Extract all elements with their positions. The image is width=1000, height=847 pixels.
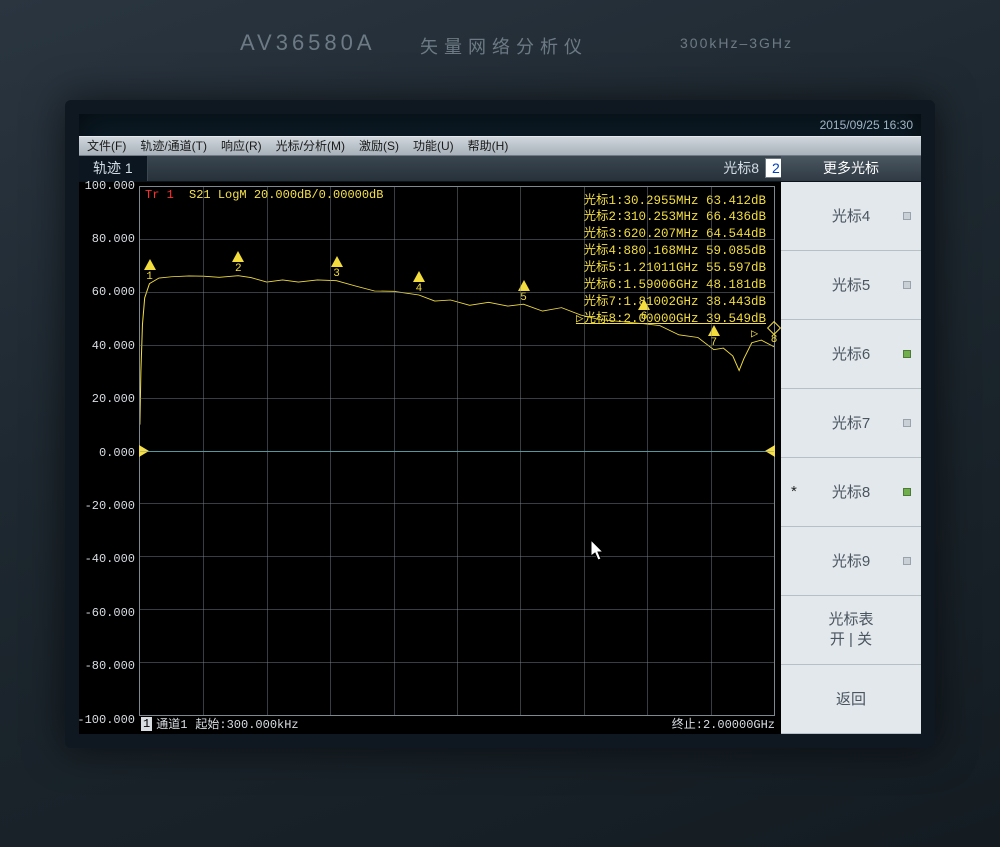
- plot-grid: 1234567▷8 光标1:30.2955MHz 63.412dB 光标2:31…: [139, 186, 775, 716]
- start-freq-label: 起始:300.000kHz: [195, 715, 298, 732]
- plot-statusbar: 1 通道1 起始:300.000kHz 终止:2.00000GHz: [141, 716, 775, 732]
- channel-label: 通道1: [156, 715, 187, 732]
- menu-function[interactable]: 功能(U): [413, 137, 454, 154]
- trace-mode: S21 LogM 20.000dB/0.00000dB: [189, 188, 383, 202]
- timestamp: 2015/09/25 16:30: [820, 118, 913, 132]
- led-icon: [903, 488, 911, 496]
- led-icon: [903, 212, 911, 220]
- marker-readout-table: 光标1:30.2955MHz 63.412dB 光标2:310.253MHz 6…: [576, 193, 766, 328]
- marker-8[interactable]: ▷8: [769, 323, 779, 346]
- instrument-title: 矢量网络分析仪: [420, 33, 588, 59]
- softkey-panel: 更多光标 光标4 光标5 光标6 光标7 *光标8 光标9 光标表开 | 关 返…: [781, 156, 921, 734]
- softkey-marker9[interactable]: 光标9: [781, 527, 921, 596]
- softkey-marker8[interactable]: *光标8: [781, 458, 921, 527]
- marker-1[interactable]: 1: [144, 259, 156, 283]
- instrument-range: 300kHz–3GHz: [680, 35, 793, 51]
- marker-4[interactable]: 4: [413, 271, 425, 295]
- led-icon: [903, 557, 911, 565]
- softkey-marker6[interactable]: 光标6: [781, 320, 921, 389]
- mouse-cursor-icon: [591, 540, 607, 567]
- softkey-marker4[interactable]: 光标4: [781, 182, 921, 251]
- plot-area[interactable]: 100.00080.00060.00040.00020.0000.000-20.…: [79, 182, 781, 734]
- marker-2[interactable]: 2: [232, 251, 244, 275]
- trace-id: Tr 1: [143, 188, 176, 202]
- softkey-marker7[interactable]: 光标7: [781, 389, 921, 458]
- active-marker-label: 光标8: [723, 158, 759, 178]
- softkey-marker5[interactable]: 光标5: [781, 251, 921, 320]
- led-icon: [903, 350, 911, 358]
- instrument-model: AV36580A: [240, 30, 376, 56]
- trace-descriptor: Tr 1 S21 LogM 20.000dB/0.00000dB: [143, 188, 383, 202]
- active-trace-tab[interactable]: 轨迹 1: [79, 156, 148, 181]
- softkey-marker-table[interactable]: 光标表开 | 关: [781, 596, 921, 665]
- analyzer-screen: 2015/09/25 16:30 文件(F) 轨迹/通道(T) 响应(R) 光标…: [65, 100, 935, 748]
- menu-marker[interactable]: 光标/分析(M): [276, 137, 345, 154]
- softkey-header: 更多光标: [781, 156, 921, 182]
- menu-trace[interactable]: 轨迹/通道(T): [140, 137, 207, 154]
- y-axis: 100.00080.00060.00040.00020.0000.000-20.…: [79, 182, 139, 716]
- led-icon: [903, 419, 911, 427]
- menu-stimulus[interactable]: 激励(S): [359, 137, 399, 154]
- menubar: 文件(F) 轨迹/通道(T) 响应(R) 光标/分析(M) 激励(S) 功能(U…: [79, 136, 921, 156]
- channel-badge: 1: [141, 717, 152, 731]
- led-icon: [903, 281, 911, 289]
- stop-freq-label: 终止:2.00000GHz: [672, 715, 775, 732]
- menu-help[interactable]: 帮助(H): [468, 137, 509, 154]
- softkey-return[interactable]: 返回: [781, 665, 921, 734]
- marker-3[interactable]: 3: [331, 256, 343, 280]
- menu-response[interactable]: 响应(R): [221, 137, 262, 154]
- menu-file[interactable]: 文件(F): [87, 137, 126, 154]
- star-icon: *: [791, 483, 797, 500]
